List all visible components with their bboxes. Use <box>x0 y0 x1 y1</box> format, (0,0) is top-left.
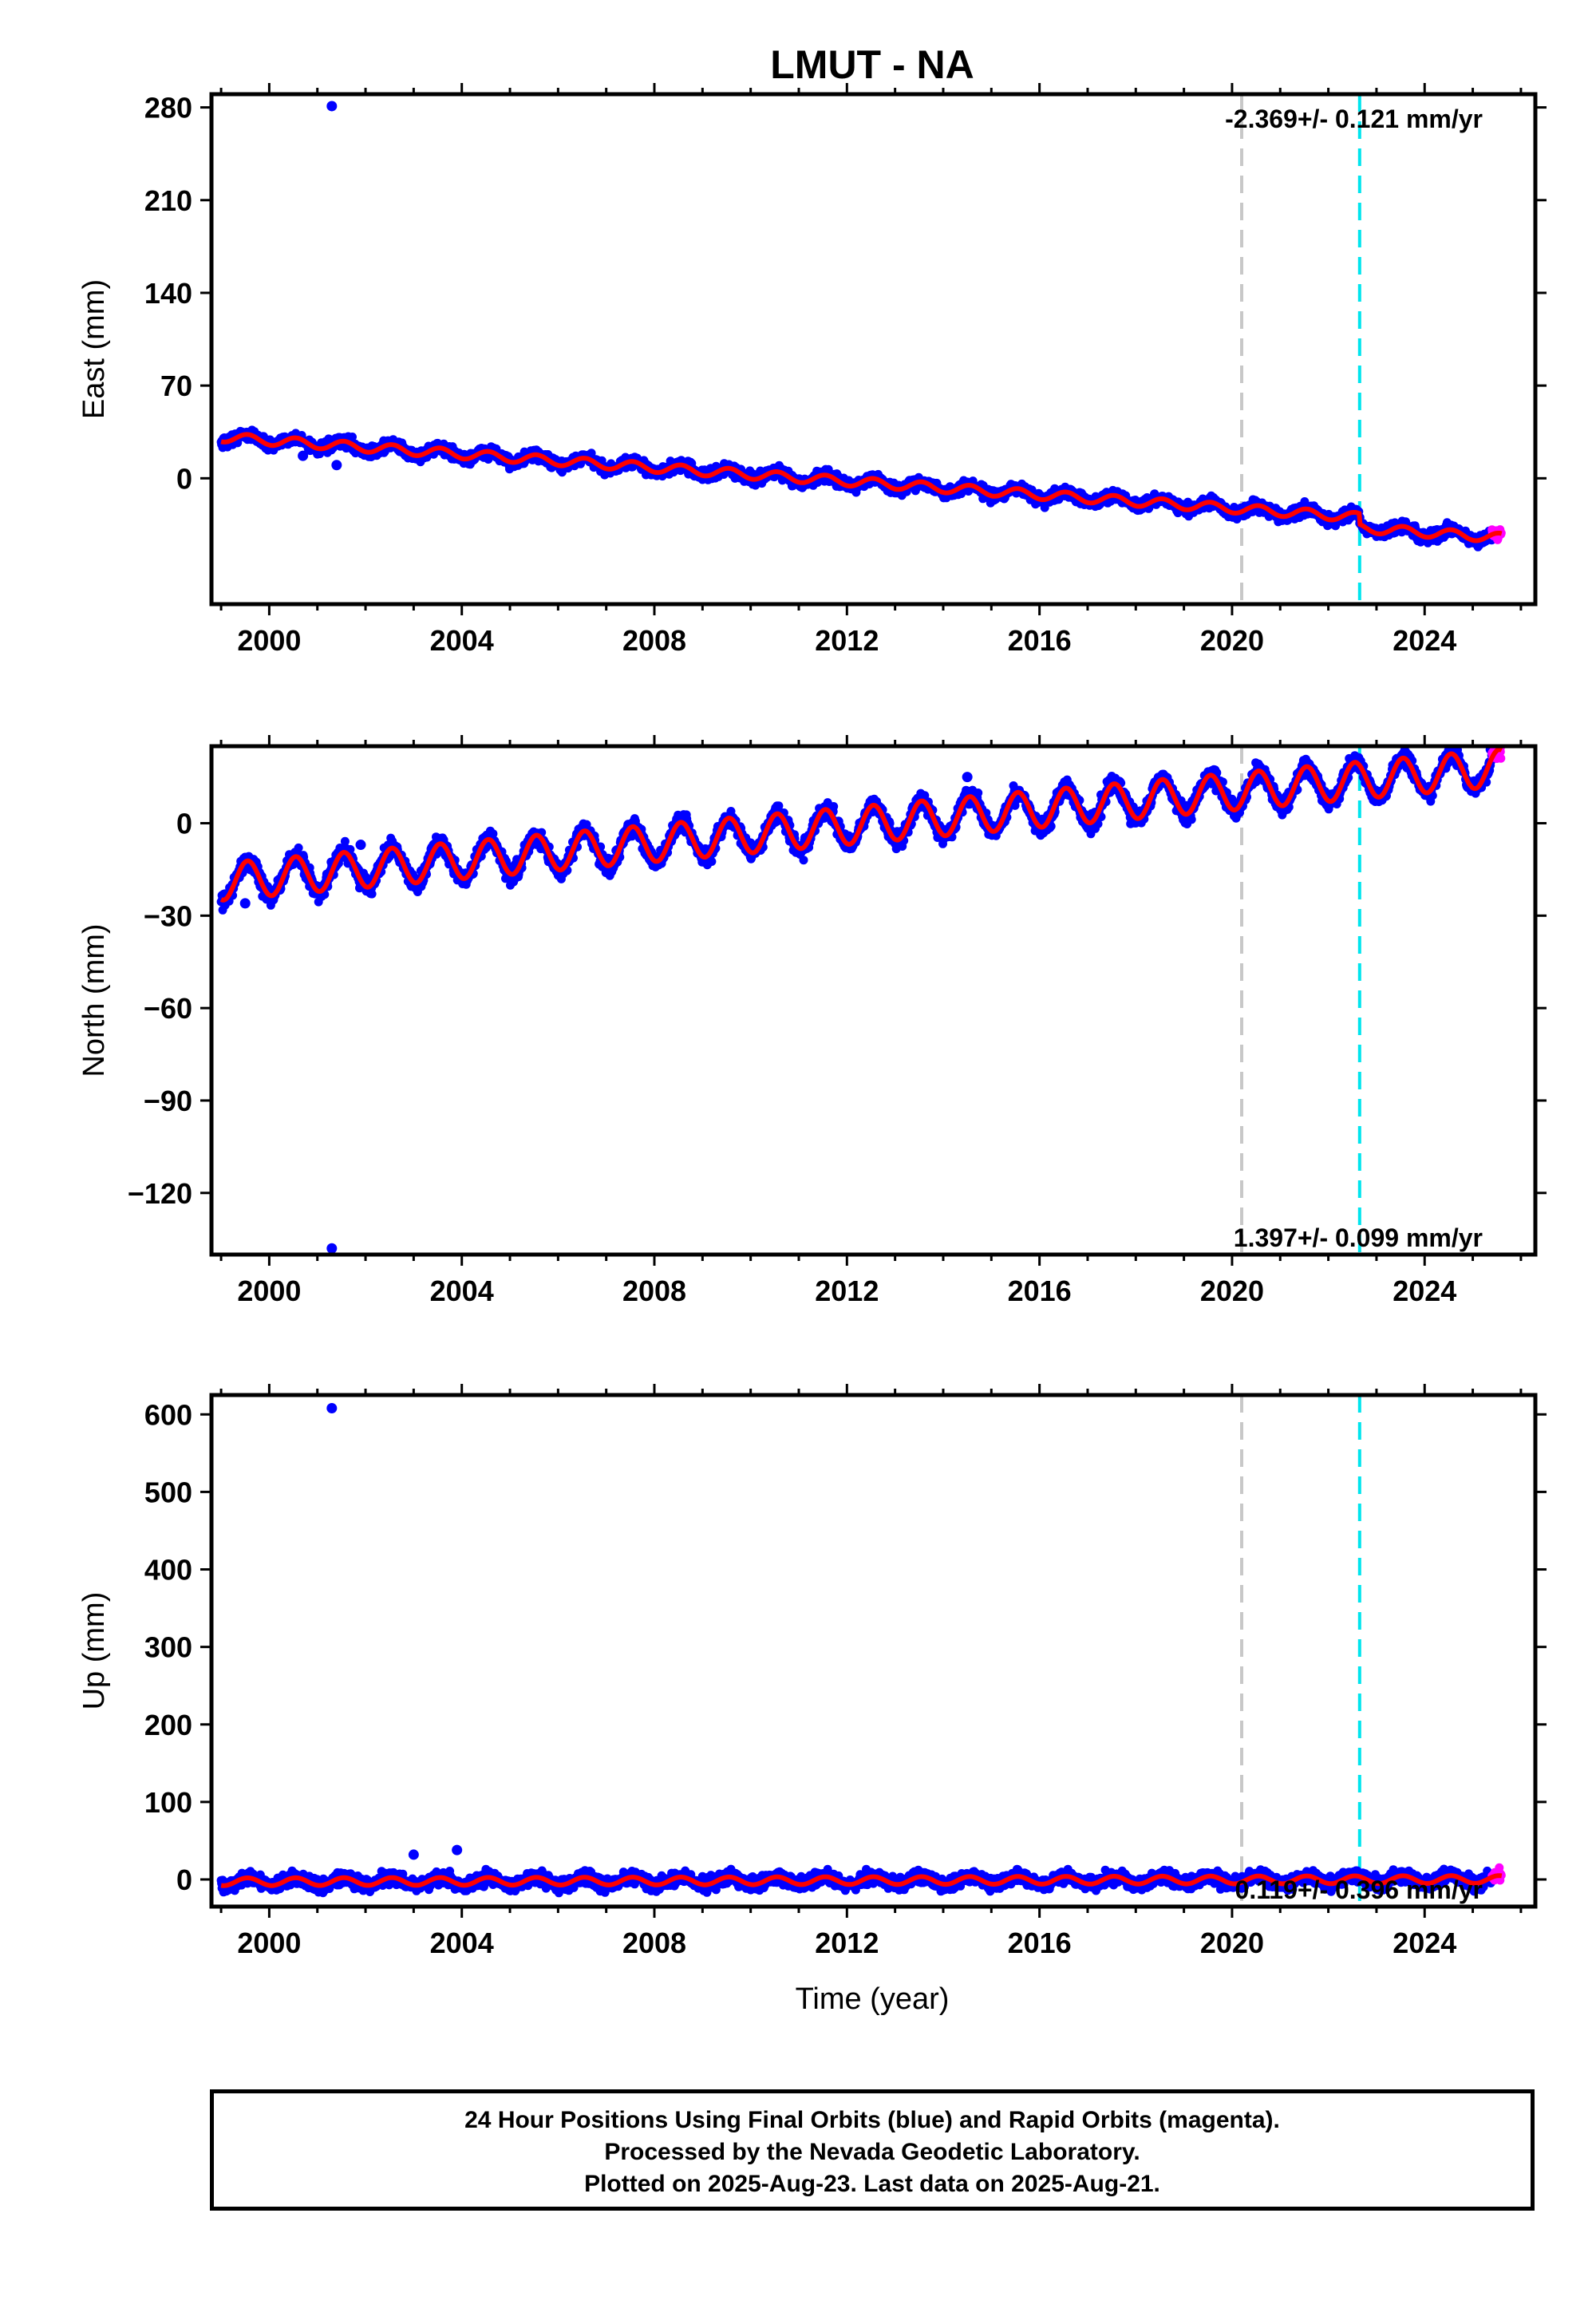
final-orbit-point <box>367 889 377 899</box>
y-tick-label: 70 <box>160 370 192 402</box>
y-tick-label: 210 <box>144 184 192 217</box>
x-tick-label: 2012 <box>815 624 879 657</box>
x-tick-label: 2024 <box>1393 624 1456 657</box>
figure-title: LMUT - NA <box>770 42 974 87</box>
final-orbit-point <box>340 836 350 846</box>
y-tick-label: 0 <box>176 462 192 495</box>
final-orbit-points <box>216 746 1506 1254</box>
panel-east: 2000 2004 2008 2012 2016 2020 2024 0 70 140 210 280… <box>77 83 1547 657</box>
outlier-point <box>326 101 338 112</box>
final-orbit-point <box>799 856 808 865</box>
outlier-point <box>331 460 342 471</box>
model-fit-line <box>220 432 1503 543</box>
outlier-point <box>298 450 309 461</box>
y-tick-label: 140 <box>144 277 192 310</box>
y-tick-label: 280 <box>144 92 192 124</box>
x-tick-label: 2000 <box>237 624 301 657</box>
x-tick-label: 2004 <box>430 624 494 657</box>
x-tick-label: 2016 <box>1008 624 1072 657</box>
rate-label: -2.369+/- 0.121 mm/yr <box>1225 105 1483 133</box>
plot-frame <box>209 92 1538 607</box>
panel-north: 2000 2004 2008 2012 2016 2020 2024−120−90−60−3… <box>77 735 1547 1307</box>
x-tick-label: 2008 <box>622 624 686 657</box>
x-tick-label: 2020 <box>1200 624 1264 657</box>
plot-area-east <box>216 94 1506 604</box>
final-orbit-point <box>294 843 303 852</box>
plot-area-north <box>216 746 1506 1255</box>
final-orbit-point <box>348 433 357 441</box>
final-orbit-point <box>707 857 717 866</box>
final-orbit-point <box>488 829 498 839</box>
y-axis-label: East (mm) <box>77 279 111 419</box>
